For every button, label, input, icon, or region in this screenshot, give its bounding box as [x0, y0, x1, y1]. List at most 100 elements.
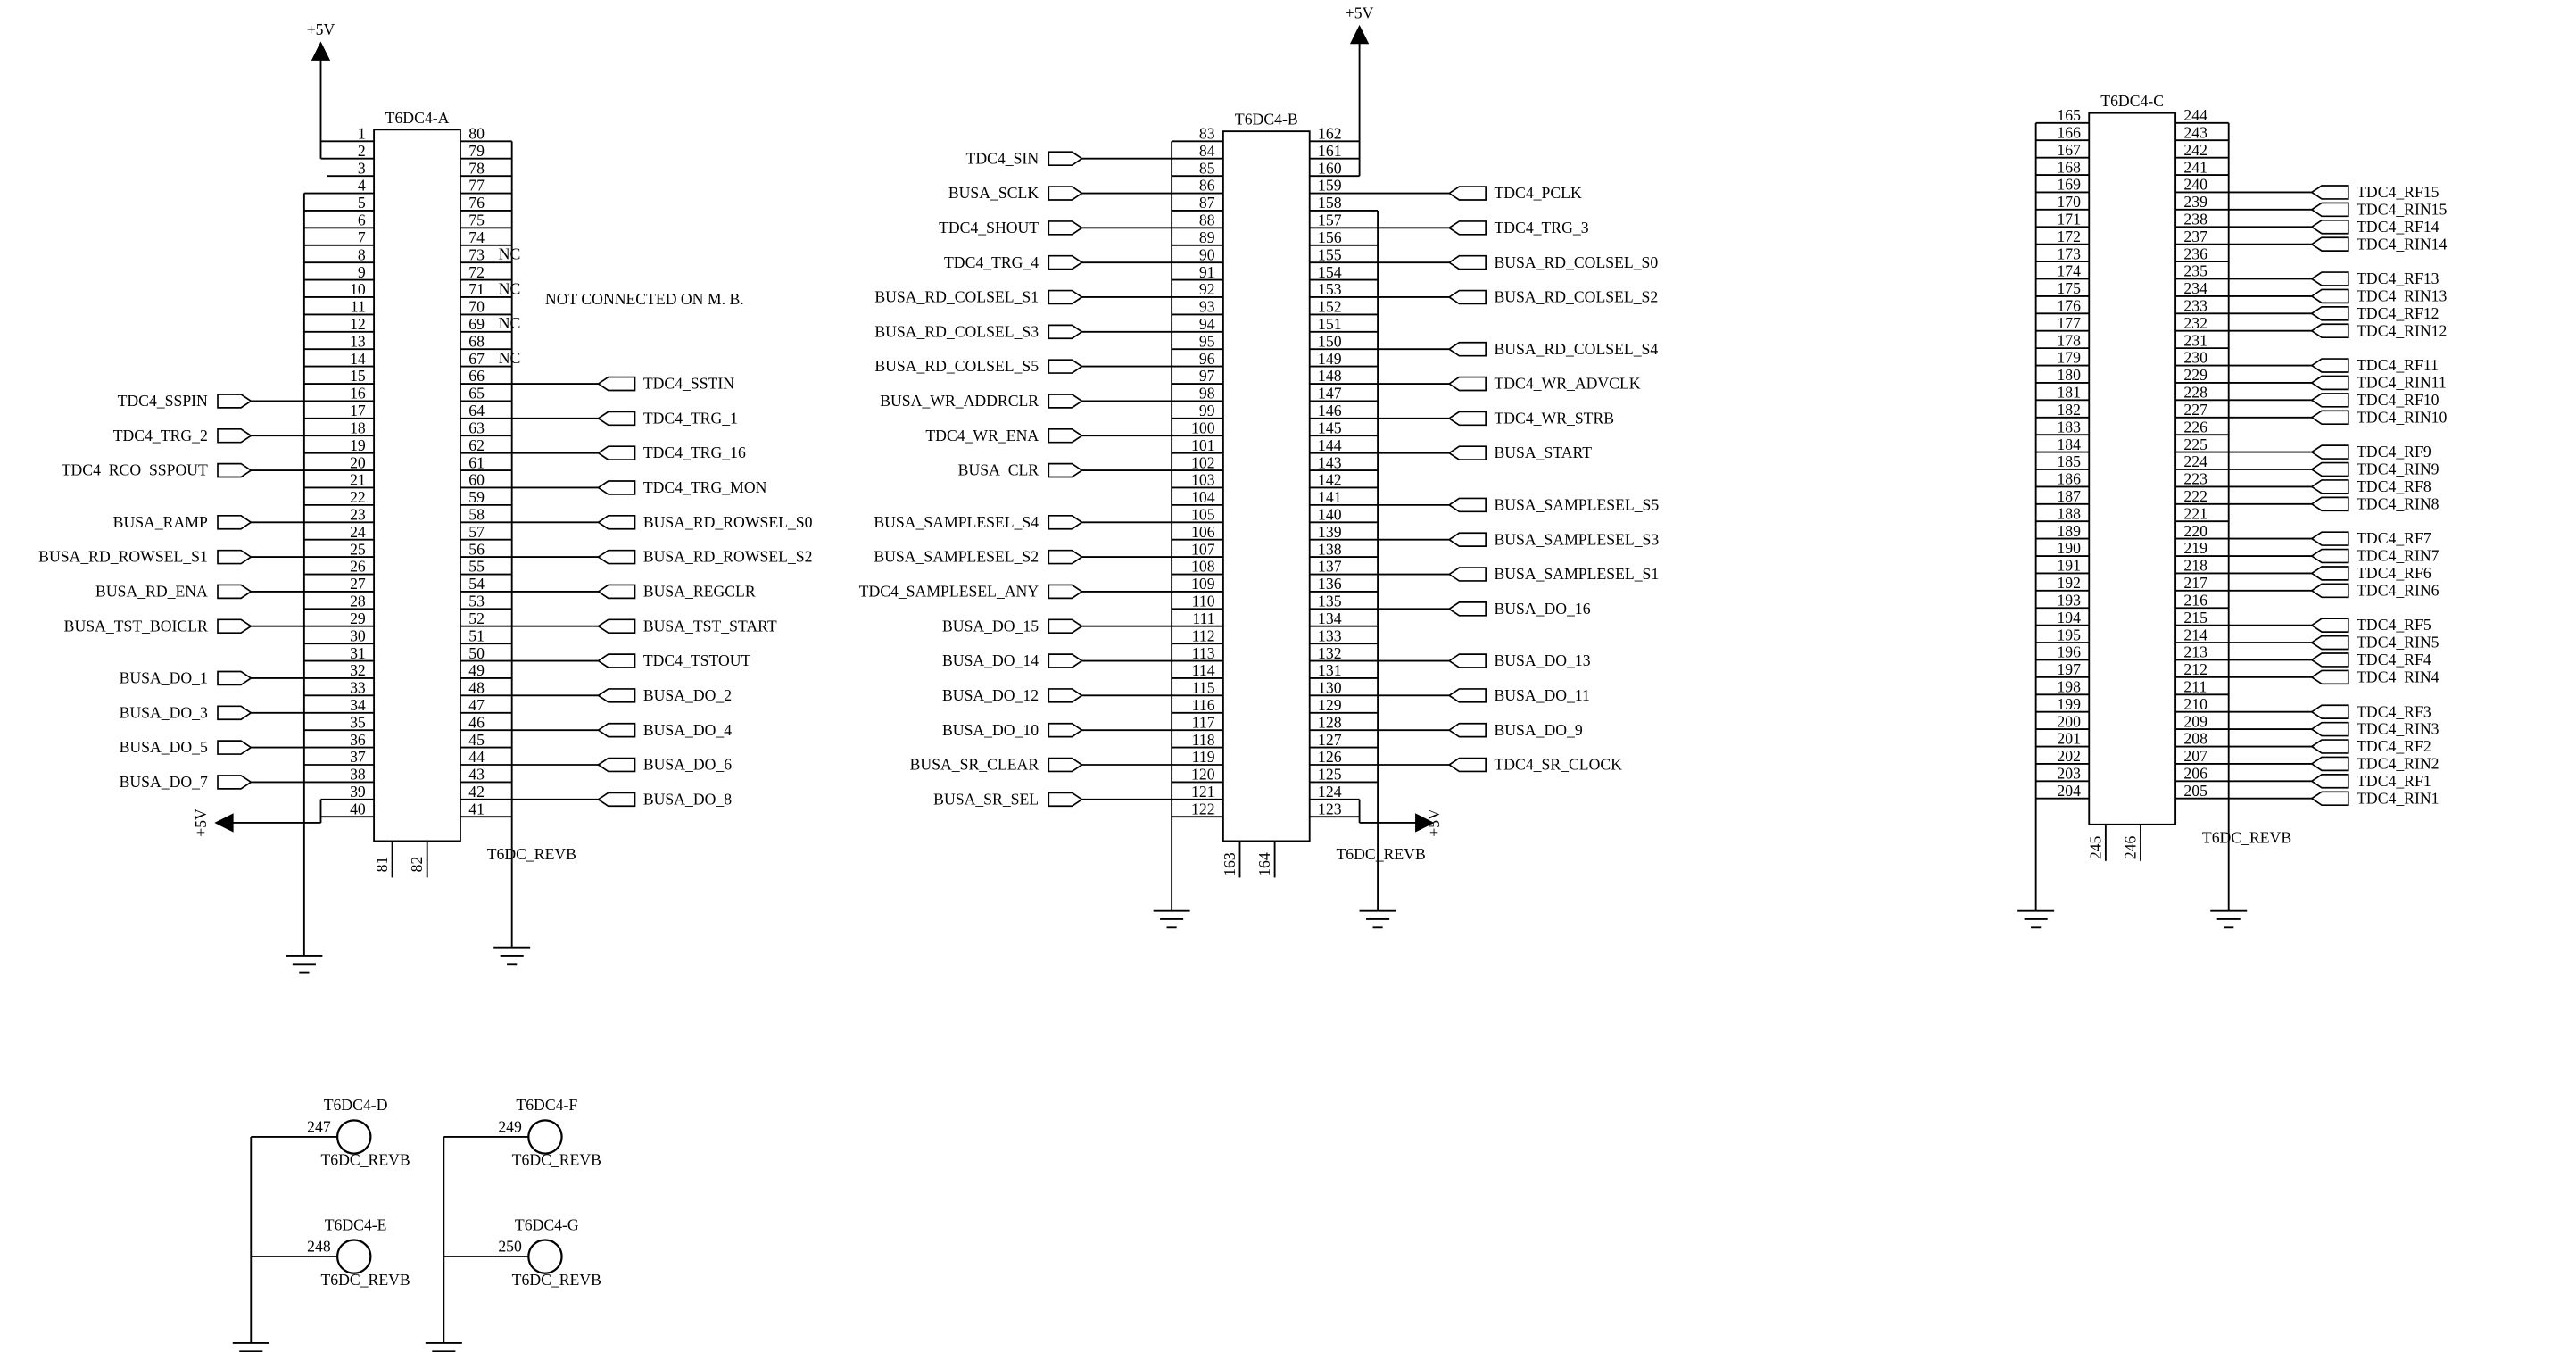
- pin-number: 53: [468, 593, 485, 610]
- net-flag: [1447, 722, 1487, 738]
- pin-number: 59: [468, 488, 485, 506]
- pin-number: 40: [350, 800, 366, 817]
- net-flag: [597, 653, 636, 668]
- pin-number: 110: [1192, 593, 1215, 610]
- pin-number: 20: [350, 453, 366, 471]
- net-label: BUSA_SAMPLESEL_S5: [1494, 495, 1659, 513]
- pin-number: 151: [1318, 315, 1342, 333]
- pin-number: 243: [2183, 123, 2207, 141]
- net-flag: [2310, 219, 2349, 235]
- net-flag: [2310, 583, 2349, 599]
- net-flag: [1048, 549, 1084, 565]
- pin-number: 158: [1318, 194, 1342, 212]
- mount-hole: [336, 1119, 372, 1155]
- pin-number: 64: [468, 402, 485, 419]
- pin-number: 119: [1192, 748, 1215, 766]
- net-flag: [1048, 688, 1084, 703]
- pin-number: 194: [2057, 609, 2081, 626]
- net-flag: [2310, 669, 2349, 685]
- pin-number: 92: [1199, 280, 1215, 298]
- net-flag: [2310, 791, 2349, 807]
- pin-number: 208: [2183, 730, 2207, 748]
- pin-number: 214: [2183, 626, 2207, 643]
- pin-number: 242: [2183, 141, 2207, 159]
- pin-number: 75: [468, 212, 485, 229]
- net-label: TDC4_RIN7: [2357, 547, 2439, 565]
- net-flag: [217, 584, 253, 600]
- net-label: TDC4_WR_ENA: [925, 427, 1039, 444]
- pin-number: 167: [2057, 141, 2081, 159]
- pin-number: 139: [1318, 523, 1342, 541]
- mount-hole: [527, 1239, 563, 1274]
- pin-number: 222: [2183, 487, 2207, 505]
- net-label: TDC4_RF7: [2357, 529, 2431, 547]
- pin-number: 177: [2057, 314, 2081, 332]
- pin-number: 216: [2183, 591, 2207, 609]
- pin-number: 26: [350, 558, 366, 576]
- net-label: TDC4_WR_STRB: [1494, 409, 1614, 427]
- net-flag: [597, 376, 636, 392]
- pin-number: 76: [468, 194, 485, 212]
- part-value: T6DC_REVB: [1337, 845, 1426, 863]
- part-value: T6DC_REVB: [512, 1151, 601, 1169]
- pin-number: 91: [1199, 263, 1215, 281]
- pin-number: 178: [2057, 331, 2081, 349]
- pin-number: 21: [350, 471, 366, 489]
- pin-number: 74: [468, 228, 485, 246]
- part-body: [2088, 112, 2177, 825]
- pin-number: 206: [2183, 765, 2207, 783]
- part-body: [1222, 130, 1311, 842]
- pin-number: 54: [468, 575, 485, 593]
- net-label: BUSA_WR_ADDRCLR: [880, 392, 1039, 410]
- pin-number: 148: [1318, 367, 1342, 385]
- net-flag: [217, 705, 253, 721]
- note: NOT CONNECTED ON M. B.: [545, 290, 744, 308]
- part-name: T6DC4-E: [325, 1215, 387, 1233]
- nc-label: NC: [499, 279, 521, 297]
- net-label: TDC4_RIN8: [2357, 494, 2439, 512]
- net-label: BUSA_RD_COLSEL_S2: [1494, 288, 1658, 306]
- net-label: TDC4_RF4: [2357, 651, 2431, 668]
- pin-number: 68: [468, 332, 485, 350]
- pin-number: 213: [2183, 643, 2207, 661]
- pin-number: 157: [1318, 212, 1342, 229]
- pin-number: 246: [2121, 835, 2139, 859]
- net-flag: [1048, 653, 1084, 668]
- net-flag: [217, 394, 253, 409]
- net-flag: [2310, 756, 2349, 772]
- net-label: TDC4_RF3: [2357, 702, 2431, 720]
- pin-number: 57: [468, 523, 485, 541]
- net-flag: [597, 515, 636, 530]
- net-label: BUSA_RD_ENA: [95, 583, 208, 601]
- pin-number: 234: [2183, 279, 2207, 297]
- pin-number: 195: [2057, 626, 2081, 643]
- pin-number: 122: [1191, 800, 1215, 817]
- power-label: +5V: [1346, 4, 1374, 21]
- pin-number: 12: [350, 315, 366, 333]
- net-label: BUSA_RD_ROWSEL_S0: [643, 513, 813, 531]
- net-label: TDC4_RIN15: [2357, 200, 2447, 218]
- net-flag: [2310, 721, 2349, 737]
- pin-number: 45: [468, 731, 485, 749]
- pin-number: 116: [1192, 696, 1215, 714]
- net-label: TDC4_WR_ADVCLK: [1494, 375, 1640, 393]
- pin-number: 223: [2183, 470, 2207, 488]
- net-label: TDC4_RIN1: [2357, 789, 2439, 807]
- pin-number: 10: [350, 280, 366, 298]
- pin-number: 193: [2057, 591, 2081, 609]
- net-flag: [1447, 341, 1487, 357]
- net-flag: [2310, 496, 2349, 512]
- pin-number: 25: [350, 540, 366, 558]
- pin-number: 165: [2057, 106, 2081, 124]
- pin-number: 56: [468, 540, 485, 558]
- net-flag: [2310, 479, 2349, 494]
- net-flag: [2310, 739, 2349, 754]
- net-flag: [597, 722, 636, 738]
- pin-number: 55: [468, 558, 485, 576]
- net-flag: [1048, 792, 1084, 808]
- pin-number: 201: [2057, 730, 2081, 748]
- net-label: TDC4_RIN10: [2357, 408, 2447, 426]
- pin-number: 1: [358, 125, 366, 143]
- pin-number: 78: [468, 159, 485, 177]
